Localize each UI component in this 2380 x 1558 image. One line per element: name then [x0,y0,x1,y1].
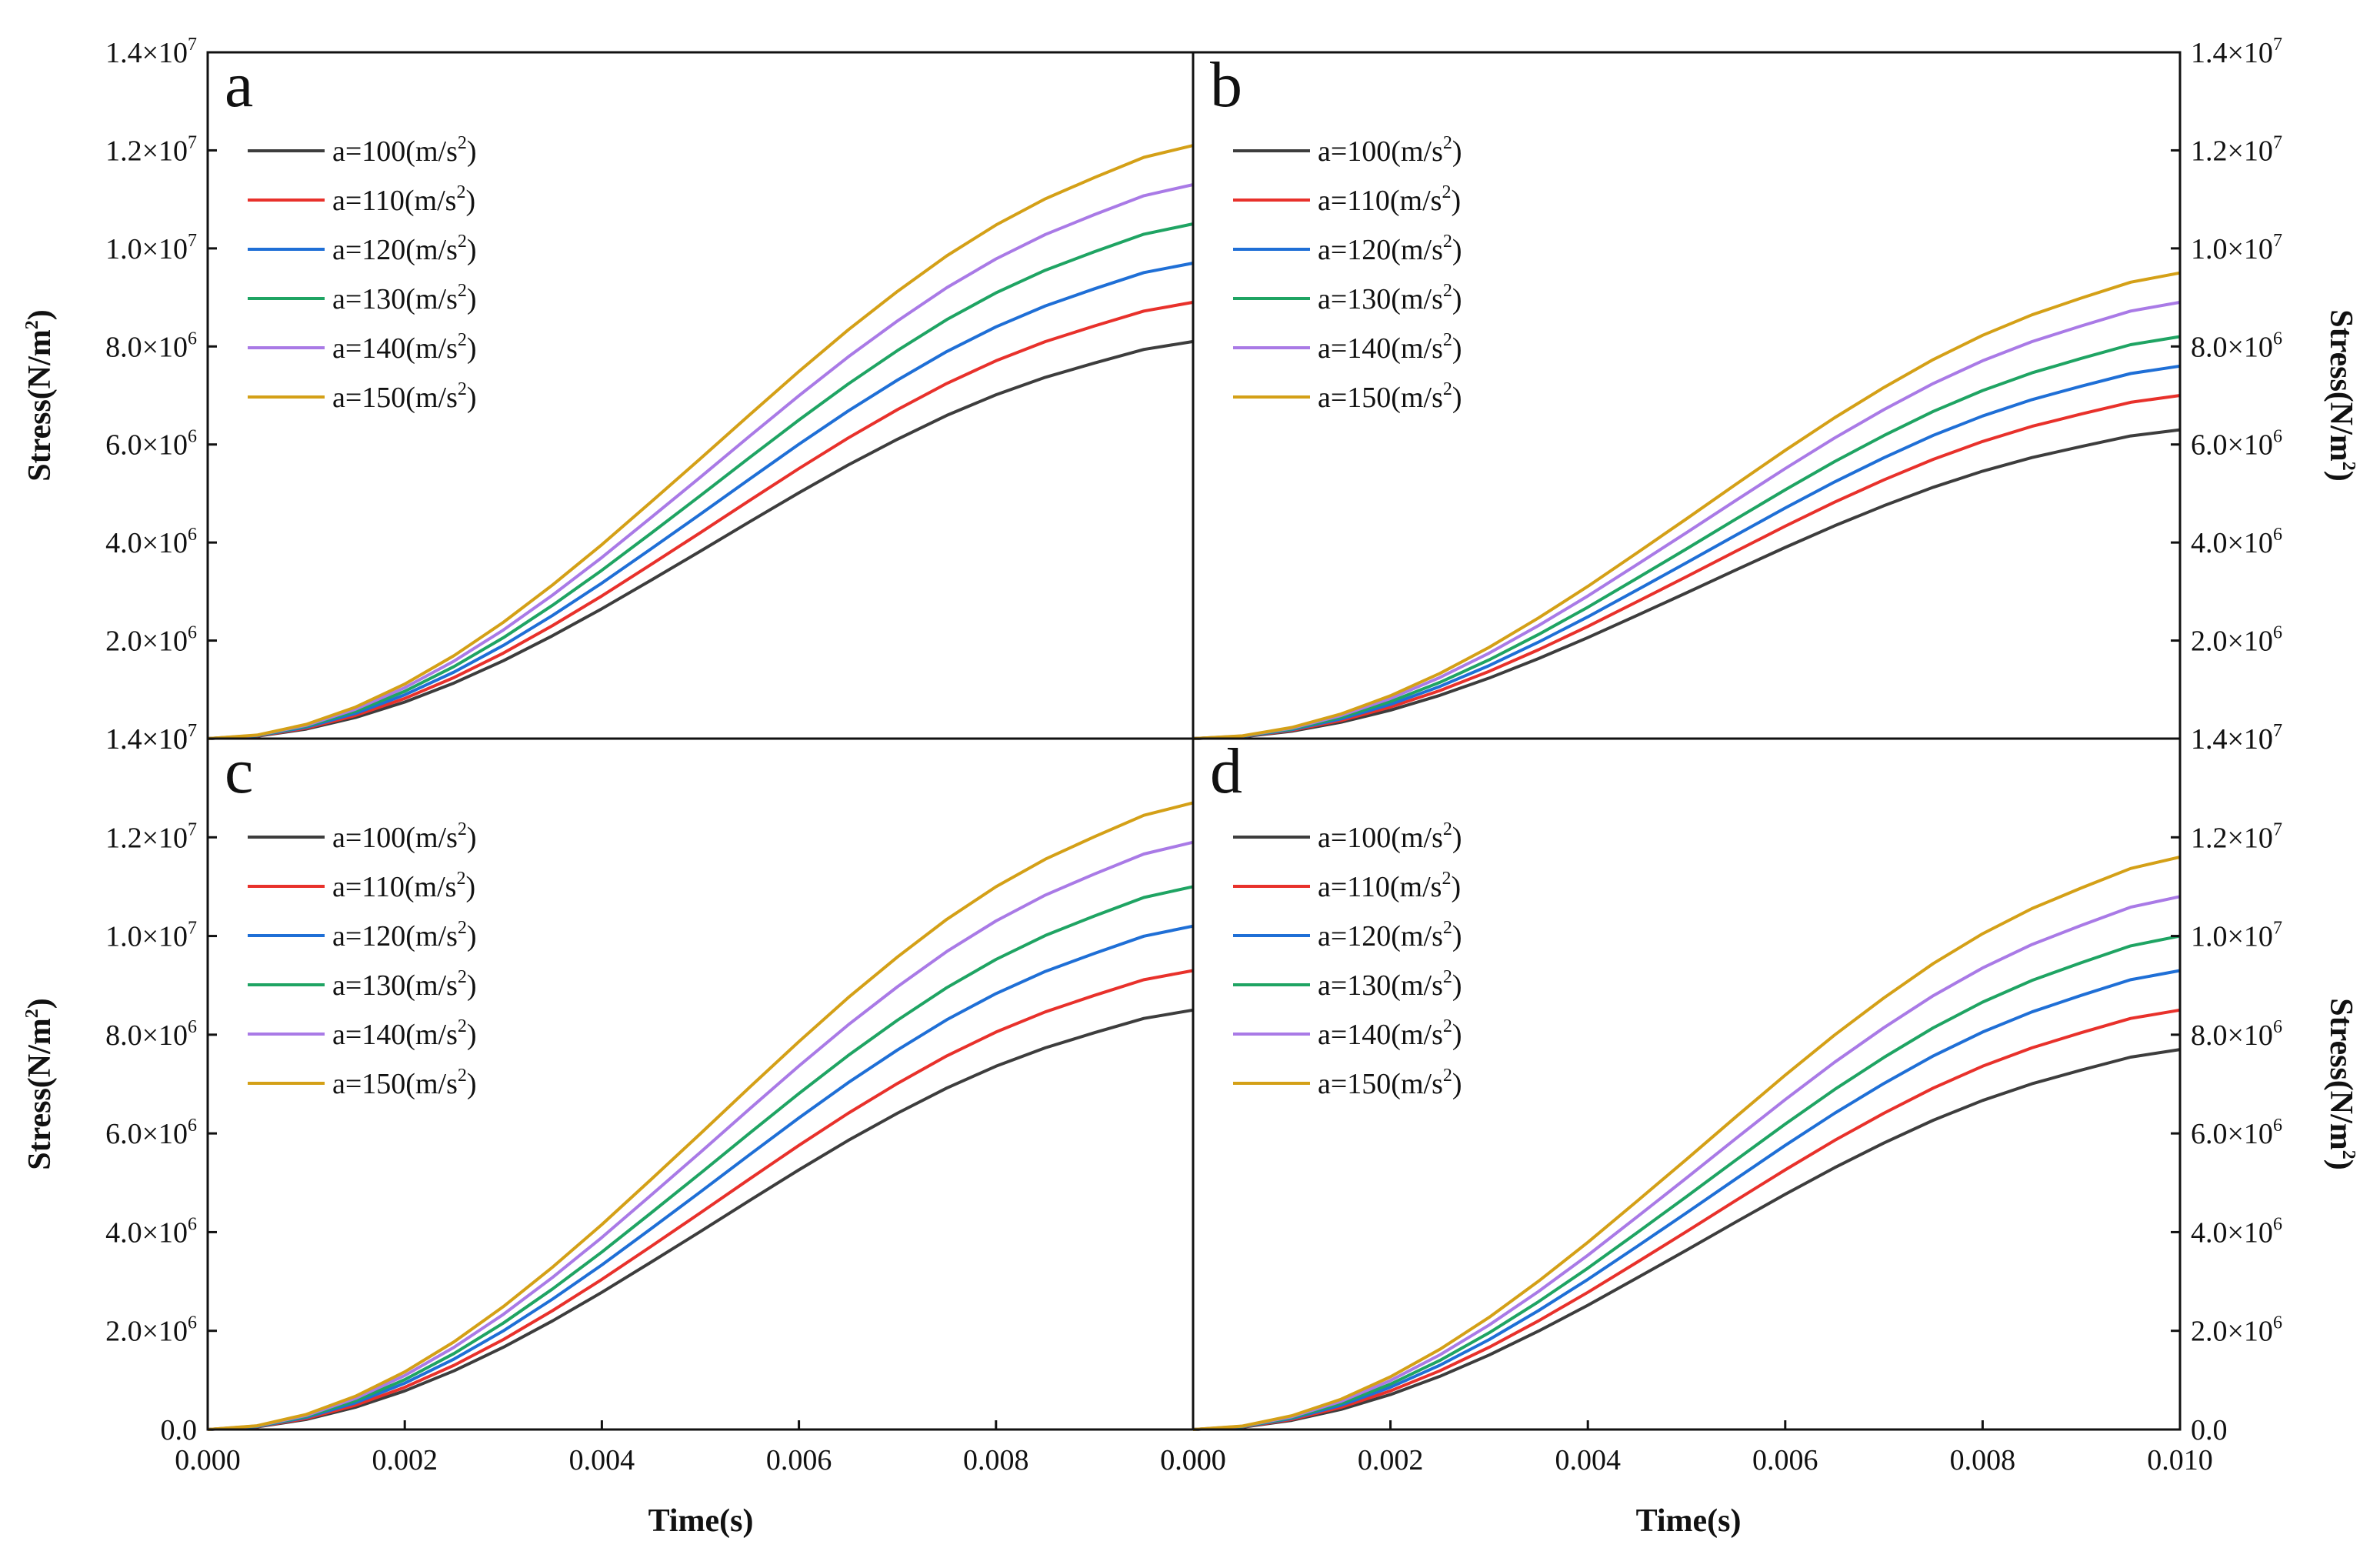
panel-label-a: a [225,49,253,121]
y-axis-title-bottom-right: Stress(N/m2) [2323,998,2358,1170]
y-tick-label-left-top-1: 1.2×107 [105,132,197,167]
legend-label-b-4: a=130(m/s2) [1318,281,1462,315]
y-tick-label-left-top-3: 8.0×106 [105,329,197,363]
x-tick-label-right-4: 0.008 [1950,1444,2016,1476]
x-tick-label-left-3: 0.006 [766,1444,832,1476]
legend-label-b-3: a=120(m/s2) [1318,232,1462,266]
y-tick-label-left-bottom-1: 1.2×107 [105,819,197,854]
y-axis-title-top-right: Stress(N/m2) [2323,309,2358,482]
legend-label-a-6: a=150(m/s2) [332,379,477,414]
legend-label-c-6: a=150(m/s2) [332,1066,477,1100]
y-tick-label-right-bottom-4: 6.0×106 [2191,1116,2282,1150]
y-tick-label-left-top-5: 4.0×106 [105,525,197,559]
panel-d: d a=100(m/s2) a=110(m/s2) a=120(m/s2) a=130(… [1193,736,2180,1430]
y-tick-label-left-top-0: 1.4×107 [105,35,197,69]
legend-label-c-2: a=110(m/s2) [332,869,475,903]
legend-label-a-2: a=110(m/s2) [332,182,475,217]
x-tick-label-left-0: 0.000 [175,1444,241,1476]
x-tick-label-right-1: 0.002 [1358,1444,1424,1476]
series-line-a-2 [208,302,1193,739]
y-tick-label-left-bottom-5: 4.0×106 [105,1214,197,1249]
panel-label-c: c [225,736,253,807]
y-tick-label-right-top-6: 2.0×106 [2191,623,2282,658]
legend-label-b-1: a=100(m/s2) [1318,133,1462,168]
legend-label-a-5: a=140(m/s2) [332,330,477,365]
x-axis-title-right: Time(s) [1636,1503,1742,1539]
y-tick-label-right-bottom-5: 4.0×106 [2191,1214,2282,1249]
stress-time-figure: a a=100(m/s2) a=110(m/s2) a=120(m/s2) a=130(… [0,0,2380,1558]
series-line-d-4 [1193,936,2180,1430]
x-tick-label-right-0: 0.000 [1160,1444,1226,1476]
y-tick-label-right-top-3: 8.0×106 [2191,329,2282,363]
legend-label-b-2: a=110(m/s2) [1318,182,1461,217]
y-tick-label-left-top-2: 1.0×107 [105,231,197,265]
panel-label-d: d [1210,736,1242,807]
y-tick-label-right-bottom-3: 8.0×106 [2191,1017,2282,1052]
legend-label-c-3: a=120(m/s2) [332,918,477,952]
y-tick-label-right-top-4: 6.0×106 [2191,427,2282,462]
legend-label-a-3: a=120(m/s2) [332,232,477,266]
x-tick-label-right-3: 0.006 [1752,1444,1818,1476]
legend-label-d-4: a=130(m/s2) [1318,967,1462,1002]
legend-label-b-6: a=150(m/s2) [1318,379,1462,414]
x-tick-label-left-1: 0.002 [372,1444,438,1476]
legend-label-d-3: a=120(m/s2) [1318,918,1462,952]
legend-label-d-2: a=110(m/s2) [1318,869,1461,903]
y-tick-label-right-bottom-0: 1.4×107 [2191,721,2282,756]
series-line-d-1 [1193,1049,2180,1430]
legend-label-c-5: a=140(m/s2) [332,1016,477,1051]
x-tick-label-left-2: 0.004 [569,1444,635,1476]
x-axis-title-left: Time(s) [648,1503,754,1539]
y-axis-title-top-left: Stress(N/m2) [22,309,58,482]
x-tick-label-left-4: 0.008 [963,1444,1029,1476]
y-tick-label-left-bottom-2: 1.0×107 [105,919,197,953]
series-line-c-4 [208,886,1193,1430]
y-tick-label-left-bottom-3: 8.0×106 [105,1017,197,1052]
series-line-b-3 [1193,366,2180,739]
y-tick-label-left-top-6: 2.0×106 [105,623,197,658]
y-tick-label-right-bottom-2: 1.0×107 [2191,919,2282,953]
y-tick-label-left-bottom-6: 2.0×106 [105,1313,197,1348]
y-tick-label-right-top-0: 1.4×107 [2191,35,2282,69]
legend-label-b-5: a=140(m/s2) [1318,330,1462,365]
panel-label-b: b [1210,49,1242,121]
legend-label-d-1: a=100(m/s2) [1318,819,1462,854]
x-tick-label-right-2: 0.004 [1555,1444,1621,1476]
y-tick-label-right-top-1: 1.2×107 [2191,132,2282,167]
x-tick-label-right-5: 0.010 [2147,1444,2213,1476]
y-tick-label-left-bottom-0: 1.4×107 [105,721,197,756]
y-tick-label-right-top-5: 4.0×106 [2191,525,2282,559]
y-tick-label-right-bottom-7: 0.0 [2191,1414,2228,1446]
legend-label-a-1: a=100(m/s2) [332,133,477,168]
series-line-a-5 [208,185,1193,739]
panel-a: a a=100(m/s2) a=110(m/s2) a=120(m/s2) a=130(… [208,49,1193,739]
y-tick-label-right-top-2: 1.0×107 [2191,231,2282,265]
legend-label-c-4: a=130(m/s2) [332,967,477,1002]
y-axis-title-bottom-left: Stress(N/m2) [22,998,58,1170]
legend-label-c-1: a=100(m/s2) [332,819,477,854]
y-tick-label-left-top-4: 6.0×106 [105,427,197,462]
y-tick-label-left-bottom-4: 6.0×106 [105,1116,197,1150]
legend-label-d-5: a=140(m/s2) [1318,1016,1462,1051]
series-line-b-2 [1193,395,2180,739]
series-line-b-1 [1193,430,2180,739]
y-tick-label-left-bottom-7: 0.0 [161,1414,198,1446]
legend-label-d-6: a=150(m/s2) [1318,1066,1462,1100]
y-tick-label-right-bottom-1: 1.2×107 [2191,819,2282,854]
legend-label-a-4: a=130(m/s2) [332,281,477,315]
y-tick-label-right-bottom-6: 2.0×106 [2191,1313,2282,1348]
panel-b: b a=100(m/s2) a=110(m/s2) a=120(m/s2) a=130(… [1193,49,2180,739]
panel-c: c a=100(m/s2) a=110(m/s2) a=120(m/s2) a=130(… [208,736,1193,1430]
